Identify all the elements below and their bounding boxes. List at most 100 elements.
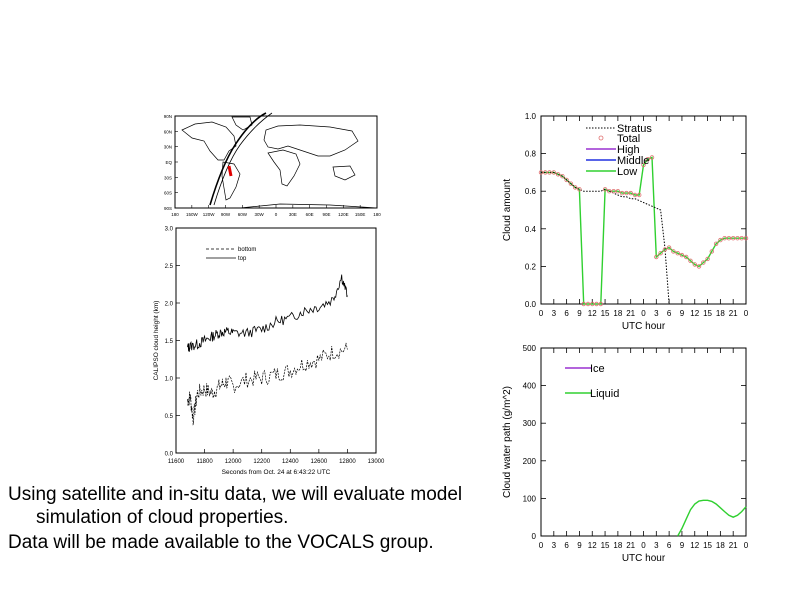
calipso-ytick-label: 0.0 <box>165 452 174 458</box>
cloud-amount-ylabel: Cloud amount <box>502 179 513 241</box>
cloud-amount-xtick-label: 12 <box>588 309 597 318</box>
map-ytick-label: 30S <box>164 175 172 180</box>
cloud-amount-total-point <box>538 170 544 175</box>
map-ytick-label: 60S <box>164 191 172 196</box>
map-ytick-label: 60N <box>164 129 172 134</box>
cloud-amount-total-point <box>662 247 668 252</box>
water-path-xtick-label: 15 <box>703 541 712 550</box>
cloud-amount-total-point <box>722 235 727 241</box>
map-coastline <box>263 124 359 157</box>
cloud-amount-total-point <box>632 192 638 198</box>
map-xtick-label: 120W <box>203 212 216 217</box>
map-xtick-label: 90E <box>322 212 330 217</box>
cloud-amount-xtick-label: 0 <box>744 309 749 318</box>
cloud-amount-total-point <box>718 237 723 243</box>
water-path-ytick-label: 0 <box>532 532 537 541</box>
cloud-amount-legend-label-low: Low <box>617 166 637 178</box>
cloud-amount-total-point <box>581 301 586 307</box>
water-path-series-liquid <box>677 499 747 537</box>
cloud-amount-total-point <box>705 256 710 262</box>
cloud-amount-total-point <box>666 245 672 250</box>
map-xtick-label: 180 <box>171 212 179 217</box>
cloud-amount-total-point <box>696 264 702 269</box>
cloud-amount-total-point <box>568 181 574 186</box>
map-coastline <box>181 121 237 161</box>
bullet-item: Using satellite and in-situ data, we wil… <box>8 483 498 529</box>
cloud-amount-total-point <box>611 188 616 194</box>
map-xtick-label: 30E <box>289 212 297 217</box>
calipso-legend-label-top: top <box>238 256 247 262</box>
cloud-amount-total-point <box>543 170 548 175</box>
cloud-amount-ytick-label: 0.6 <box>525 187 537 196</box>
cloud-amount-total-point <box>731 235 736 241</box>
bullet-text: Using satellite and in-situ data, we wil… <box>8 484 463 528</box>
cloud-amount-total-point <box>713 241 719 246</box>
cloud-amount-total-point <box>671 249 676 254</box>
water-path-xtick-label: 6 <box>564 541 569 550</box>
calipso-xtick-label: 12800 <box>339 459 356 465</box>
calipso-ylabel: CALIPSO cloud height (km) <box>153 301 160 381</box>
bullet-item: Data will be made available to the VOCAL… <box>8 531 498 554</box>
cloud-amount-legend-marker-total <box>598 135 604 141</box>
water-path-ytick-label: 100 <box>523 494 537 503</box>
cloud-amount-total-point <box>560 173 565 179</box>
cloud-amount-total-point <box>590 301 595 307</box>
map-ytick-label: 90S <box>164 206 172 211</box>
cloud-amount-total-point <box>692 262 697 267</box>
cloud-amount-legend-label-total: Total <box>617 133 640 145</box>
map-ytick-label: 30N <box>164 145 172 150</box>
cloud-amount-total-point <box>688 258 693 263</box>
cloud-amount-xtick-label: 9 <box>577 309 582 318</box>
water-path-ytick-label: 200 <box>523 457 537 466</box>
map-xtick-label: 150W <box>186 212 199 217</box>
water-path-xtick-label: 9 <box>577 541 582 550</box>
cloud-amount-xtick-label: 3 <box>552 309 557 318</box>
water-path-xtick-label: 0 <box>641 541 646 550</box>
calipso-ytick-label: 3.0 <box>165 227 174 233</box>
cloud-amount-xtick-label: 15 <box>601 309 610 318</box>
cloud-amount-total-point <box>649 155 655 160</box>
water-path-xtick-label: 6 <box>667 541 672 550</box>
cloud-amount-legend-label-high: High <box>617 144 640 156</box>
cloud-amount-total-point <box>641 162 646 168</box>
water-path-xtick-label: 12 <box>690 541 699 550</box>
calipso-ytick-label: 0.5 <box>165 414 174 420</box>
cloud-amount-xtick-label: 6 <box>564 309 569 318</box>
water-path-xlabel: UTC hour <box>622 553 666 564</box>
cloud-amount-total-point <box>555 172 561 177</box>
cloud-amount-total-point <box>602 187 608 192</box>
cloud-amount-xtick-label: 18 <box>716 309 725 318</box>
cloud-amount-total-point <box>743 235 749 241</box>
map-xtick-label: 120E <box>338 212 349 217</box>
map-coastline <box>267 149 301 187</box>
water-path-xtick-label: 3 <box>552 541 557 550</box>
calipso-frame <box>175 227 377 454</box>
cloud-amount-total-point <box>598 301 603 307</box>
cloud-amount-xlabel: UTC hour <box>622 321 666 332</box>
cloud-amount-total-point <box>619 190 625 196</box>
cloud-amount-total-point <box>615 188 621 194</box>
calipso-xtick-label: 13000 <box>368 459 385 465</box>
map-xtick-label: 60W <box>238 212 248 217</box>
cloud-amount-total-point <box>573 185 578 190</box>
cloud-amount-xtick-label: 18 <box>613 309 622 318</box>
cloud-amount-total-point <box>547 170 552 175</box>
cloud-amount-ytick-label: 0.8 <box>525 150 537 159</box>
water-path-xtick-label: 21 <box>626 541 635 550</box>
map-xtick-label: 180 <box>373 212 381 217</box>
calipso-xtick-label: 12600 <box>311 459 328 465</box>
water-path-ytick-label: 500 <box>523 344 537 353</box>
cloud-amount-total-point <box>679 252 685 258</box>
water-path-ytick-label: 400 <box>523 382 537 391</box>
cloud-amount-xtick-label: 21 <box>729 309 738 318</box>
calipso-legend-label-bottom: bottom <box>238 247 256 253</box>
calipso-ytick-label: 1.5 <box>165 339 174 345</box>
water-path-xtick-label: 12 <box>588 541 597 550</box>
cloud-amount-total-point <box>607 188 612 194</box>
map-xtick-label: 30W <box>255 212 265 217</box>
map-ytick-label: 90N <box>164 114 172 119</box>
cloud-amount-total-point <box>735 235 740 241</box>
cloud-amount-xtick-label: 12 <box>690 309 699 318</box>
cloud-amount-total-point <box>594 301 599 307</box>
